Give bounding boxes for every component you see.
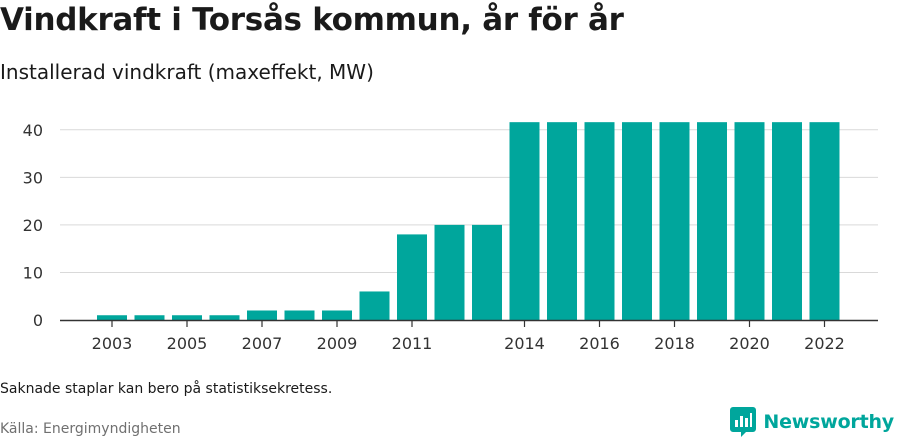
source-label: Källa: Energimyndigheten bbox=[0, 421, 181, 437]
bar-2021 bbox=[772, 122, 802, 321]
bar-2011 bbox=[397, 234, 427, 320]
y-tick-label: 10 bbox=[23, 263, 43, 282]
x-tick-label: 2014 bbox=[504, 334, 545, 353]
bar-2019 bbox=[697, 122, 727, 321]
y-tick-label: 40 bbox=[23, 121, 43, 140]
y-tick-label: 20 bbox=[23, 216, 43, 235]
chart-subtitle: Installerad vindkraft (maxeffekt, MW) bbox=[0, 60, 374, 84]
bar-2018 bbox=[659, 122, 690, 321]
x-tick-label: 2020 bbox=[729, 334, 770, 353]
x-tick-label: 2011 bbox=[392, 334, 433, 353]
chart-title: Vindkraft i Torsås kommun, år för år bbox=[0, 2, 624, 38]
bar-2022 bbox=[809, 122, 840, 321]
bar-2013 bbox=[472, 224, 502, 320]
bar-2010 bbox=[359, 291, 390, 320]
x-tick-label: 2022 bbox=[804, 334, 845, 353]
bar-2006 bbox=[209, 315, 240, 320]
bar-2008 bbox=[284, 310, 315, 320]
bar-2005 bbox=[172, 315, 202, 320]
bar-2007 bbox=[247, 310, 277, 320]
bar-2016 bbox=[584, 122, 615, 321]
bar-2017 bbox=[622, 122, 652, 321]
x-tick-label: 2005 bbox=[167, 334, 208, 353]
x-tick-label: 2016 bbox=[579, 334, 620, 353]
x-tick-label: 2007 bbox=[242, 334, 283, 353]
bar-2015 bbox=[547, 122, 577, 321]
x-tick-label: 2003 bbox=[92, 334, 133, 353]
footnote: Saknade staplar kan bero på statistiksek… bbox=[0, 381, 333, 397]
bar-2012 bbox=[434, 224, 465, 320]
brand-name: Newsworthy bbox=[763, 411, 894, 433]
bar-2003 bbox=[97, 315, 127, 320]
bar-2004 bbox=[134, 315, 165, 320]
newsworthy-logo-icon bbox=[730, 407, 757, 437]
y-tick-label: 0 bbox=[33, 311, 43, 330]
x-tick-label: 2018 bbox=[654, 334, 695, 353]
bar-2009 bbox=[322, 310, 352, 320]
x-tick-label: 2009 bbox=[317, 334, 358, 353]
y-tick-label: 30 bbox=[23, 168, 43, 187]
brand-logo[interactable]: Newsworthy bbox=[730, 407, 894, 437]
bar-2014 bbox=[509, 122, 540, 321]
bar-2020 bbox=[734, 122, 765, 321]
